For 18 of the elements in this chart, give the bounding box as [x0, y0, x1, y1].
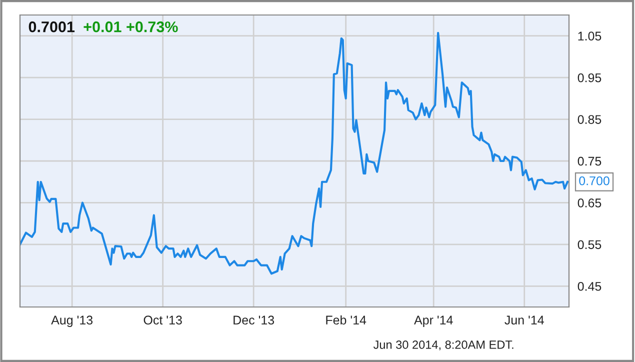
y-tick-label: 0.55 — [578, 240, 602, 250]
y-tick-label: 0.95 — [578, 73, 602, 82]
x-tick-label: Feb '14 — [326, 315, 366, 325]
annotation: 0.700 — [579, 176, 610, 186]
x-tick-label: Dec '13 — [234, 316, 274, 325]
chart-subtitle: +0.01 +0.73% — [84, 21, 178, 32]
y-tick-label: 0.45 — [578, 282, 602, 291]
y-tick-label: 0.75 — [578, 156, 602, 166]
y-tick-label: 0.65 — [578, 198, 602, 208]
text: Jun 30 2014, 8:20AM EDT. — [373, 340, 514, 350]
line-series — [20, 32, 569, 275]
chart-title: 0.7001 — [28, 21, 75, 32]
x-tick-label: Jun '14 — [504, 316, 544, 325]
y-tick-label: 0.85 — [578, 115, 602, 124]
y-tick-label: 1.05 — [578, 32, 602, 41]
x-tick-label: Oct '13 — [144, 316, 182, 325]
x-tick-label: Apr '14 — [414, 316, 453, 327]
x-tick-label: Aug '13 — [51, 316, 93, 327]
